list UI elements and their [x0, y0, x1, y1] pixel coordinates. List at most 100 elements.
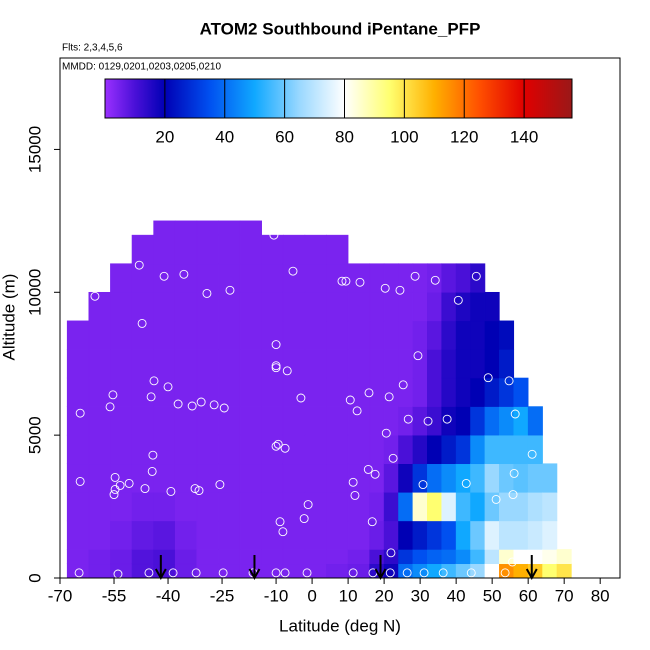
heat-cell: [398, 491, 414, 522]
heat-cell: [282, 406, 306, 436]
heat-cell: [499, 320, 515, 350]
heat-cell: [398, 291, 414, 322]
heat-cell: [304, 377, 327, 407]
heat-cell: [218, 220, 241, 236]
heat-cell: [412, 434, 428, 465]
sample-point: [303, 500, 313, 510]
heat-cell: [441, 463, 457, 493]
sample-point: [395, 285, 405, 295]
heat-cell: [383, 406, 399, 436]
heat-cell: [412, 491, 428, 522]
heat-cell: [369, 263, 385, 293]
heatmap: [66, 220, 572, 578]
heat-cell: [196, 377, 219, 407]
heat-cell: [398, 434, 414, 465]
heat-cell: [261, 263, 284, 293]
sample-point: [430, 275, 440, 285]
colorbar-tick-label: 120: [450, 127, 478, 146]
sample-point: [364, 388, 374, 398]
heat-cell: [88, 291, 111, 322]
heat-cell: [326, 520, 349, 550]
heat-cell: [441, 377, 457, 407]
y-tick-label: 15000: [25, 126, 44, 173]
sample-point: [461, 478, 471, 488]
heat-cell: [88, 349, 111, 379]
heat-cell: [499, 463, 515, 493]
sample-point: [288, 266, 298, 276]
heat-cell: [427, 291, 443, 322]
heat-cell: [88, 549, 111, 565]
heat-cell: [282, 563, 306, 578]
heat-cell: [326, 491, 349, 522]
heat-cell: [131, 549, 154, 565]
heat-cell: [88, 520, 111, 550]
heat-cell: [218, 520, 241, 550]
heat-cell: [556, 563, 572, 578]
heat-cell: [427, 406, 443, 436]
sample-point: [179, 269, 189, 279]
sample-point: [352, 406, 362, 416]
sample-point: [110, 472, 120, 482]
heat-cell: [196, 406, 219, 436]
heat-cell: [412, 520, 428, 550]
sample-point: [134, 260, 144, 270]
heat-cell: [513, 434, 529, 465]
heat-cell: [369, 320, 385, 350]
sample-point: [471, 271, 481, 281]
sample-point: [491, 494, 501, 504]
heat-cell: [398, 320, 414, 350]
x-tick-label: -70: [48, 586, 73, 605]
heat-cell: [326, 463, 349, 493]
heat-cell: [110, 491, 133, 522]
heat-cell: [131, 434, 154, 465]
annotation: Flts: 2,3,4,5,6: [62, 43, 123, 54]
x-tick-label: -25: [210, 586, 235, 605]
sample-point: [146, 392, 156, 402]
heat-cell: [326, 563, 349, 578]
heat-cell: [427, 549, 443, 565]
heat-cell: [88, 434, 111, 465]
sample-point: [367, 517, 377, 527]
sample-point: [413, 351, 423, 361]
sample-point: [75, 408, 85, 418]
heat-cell: [427, 263, 443, 293]
heat-cell: [110, 434, 133, 465]
heat-cell: [239, 406, 262, 436]
sample-point: [159, 271, 169, 281]
heat-cell: [153, 491, 176, 522]
heat-cell: [110, 549, 133, 565]
heat-cell: [66, 406, 90, 436]
heat-cell: [239, 463, 262, 493]
heat-cell: [304, 434, 327, 465]
overlay: MMDD: 0129,0201,0203,0205,0210 -70 -55 -40 -…: [25, 57, 621, 605]
heat-cell: [326, 377, 349, 407]
heat-cell: [542, 463, 558, 493]
heat-cell: [239, 434, 262, 465]
heat-cell: [304, 320, 327, 350]
colorbar-tick-label: 40: [215, 127, 234, 146]
x-tick-label: -55: [102, 586, 127, 605]
heat-cell: [556, 549, 572, 565]
sample-point: [278, 527, 288, 537]
heat-cell: [499, 491, 515, 522]
heat-cell: [326, 434, 349, 465]
heat-cell: [282, 549, 306, 565]
heat-cell: [110, 320, 133, 350]
heat-cell: [441, 491, 457, 522]
sample-point: [442, 414, 452, 424]
heat-cell: [218, 563, 241, 578]
heat-cell: [455, 549, 471, 565]
heat-cell: [66, 320, 90, 350]
sample-point: [282, 366, 292, 376]
heat-cell: [484, 520, 500, 550]
heat-cell: [153, 320, 176, 350]
heat-cell: [110, 406, 133, 436]
heat-cell: [174, 520, 198, 550]
heat-cell: [412, 349, 428, 379]
colorbar-tick-label: 140: [510, 127, 538, 146]
sample-point: [410, 271, 420, 281]
heat-cell: [196, 263, 219, 293]
x-tick-label: 80: [591, 586, 610, 605]
heat-cell: [499, 377, 515, 407]
sample-point: [491, 279, 501, 289]
